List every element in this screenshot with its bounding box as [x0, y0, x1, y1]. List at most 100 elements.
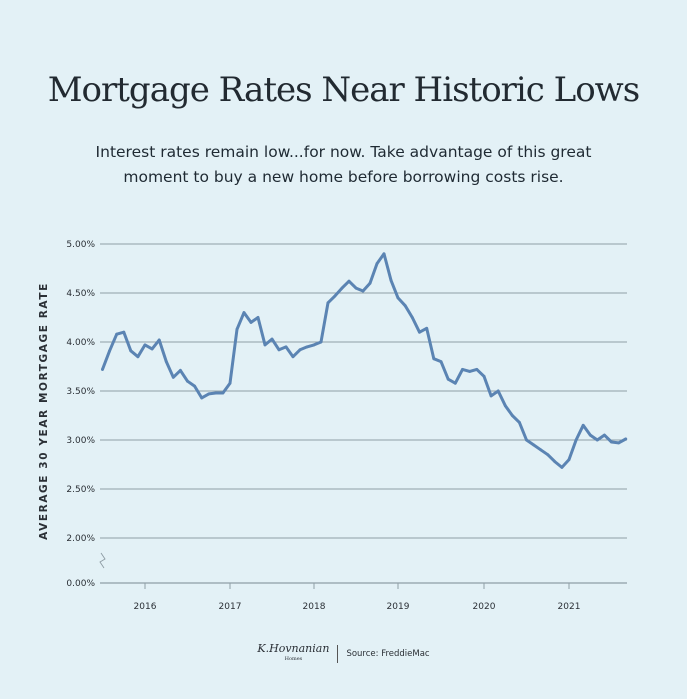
x-tick-label: 2017: [219, 602, 242, 612]
data-point: [389, 278, 393, 282]
y-tick-label: 4.00%: [66, 338, 95, 348]
data-point: [475, 368, 479, 371]
data-point: [403, 304, 407, 308]
y-tick-label: 4.50%: [66, 289, 95, 299]
data-point: [228, 381, 232, 385]
data-point: [298, 348, 302, 352]
subtitle-line-2: moment to buy a new home before borrowin…: [123, 168, 564, 186]
data-point: [171, 375, 175, 379]
data-point: [461, 368, 464, 371]
data-point: [560, 466, 564, 469]
data-point: [305, 345, 309, 349]
data-point: [567, 458, 571, 461]
data-point: [482, 374, 486, 378]
data-point: [270, 337, 274, 341]
data-point: [164, 360, 168, 363]
data-point: [468, 370, 472, 373]
data-point: [375, 262, 379, 265]
data-point: [235, 327, 239, 331]
data-point: [617, 441, 620, 445]
data-point: [595, 438, 599, 442]
data-point: [525, 438, 528, 442]
x-tick-label: 2018: [303, 602, 326, 612]
data-point: [368, 281, 372, 285]
data-point: [256, 316, 260, 319]
data-point: [546, 453, 550, 457]
data-point: [249, 321, 253, 324]
data-point: [284, 345, 288, 349]
data-point: [539, 448, 543, 452]
data-point: [179, 369, 182, 372]
data-point: [326, 301, 330, 305]
data-point: [496, 389, 500, 393]
subtitle-line-1: Interest rates remain low...for now. Tak…: [95, 143, 592, 161]
data-point: [277, 348, 281, 352]
data-point: [354, 286, 358, 290]
y-tick-label: 5.00%: [66, 240, 95, 250]
data-point: [439, 360, 443, 363]
logo-subtext: Homes: [284, 656, 303, 662]
data-point: [143, 343, 147, 347]
data-point: [503, 404, 507, 408]
data-point: [150, 347, 154, 351]
data-point: [122, 330, 126, 334]
data-point: [453, 381, 457, 385]
data-point: [446, 377, 450, 381]
chart-subtitle: Interest rates remain low...for now. Tak…: [60, 140, 627, 190]
data-point: [333, 294, 337, 298]
data-point: [382, 252, 386, 256]
data-point: [396, 296, 400, 300]
axis-break-mark: [99, 552, 106, 569]
y-tick-label: 2.00%: [66, 534, 95, 544]
data-point: [291, 355, 295, 359]
k-hovnanian-logo: K.Hovnanian Homes: [257, 642, 330, 664]
data-point: [432, 357, 436, 361]
data-point: [186, 379, 189, 383]
series-line: [101, 252, 628, 469]
chart-title: Mortgage Rates Near Historic Lows: [47, 70, 641, 110]
data-point: [136, 355, 140, 359]
data-point: [489, 394, 493, 398]
data-point: [361, 289, 365, 293]
data-point: [588, 433, 592, 437]
data-point: [263, 343, 267, 347]
data-point: [610, 440, 613, 444]
data-point: [581, 423, 585, 427]
data-point: [603, 433, 606, 437]
data-point: [410, 316, 414, 319]
x-tick-label: 2020: [473, 602, 496, 612]
data-point: [214, 391, 218, 395]
data-point: [347, 279, 351, 283]
tick-layer: 5.00% 4.50% 4.00% 3.50% 3.00% 2.50% 2.00% 0.00%…: [66, 240, 580, 612]
footer-divider: [337, 645, 339, 663]
data-point: [574, 438, 578, 442]
data-point: [312, 343, 316, 347]
data-point: [115, 332, 119, 336]
x-tick-label: 2021: [558, 602, 581, 612]
data-point: [157, 338, 161, 342]
data-point: [418, 330, 421, 334]
grid-layer: [100, 243, 627, 584]
data-point: [425, 326, 429, 330]
y-tick-label: 2.50%: [66, 485, 95, 495]
data-point: [624, 437, 628, 441]
data-point: [108, 349, 111, 353]
data-point: [207, 392, 211, 396]
x-tick-label: 2019: [387, 602, 410, 612]
data-point: [242, 311, 246, 314]
logo-text: K.Hovnanian: [257, 642, 330, 655]
data-point: [532, 443, 535, 447]
data-point: [553, 460, 557, 463]
source-credit: Source: FreddieMac: [346, 649, 430, 659]
data-point: [518, 421, 521, 424]
line-layer: [101, 252, 628, 469]
footer: K.Hovnanian Homes Source: FreddieMac: [0, 642, 687, 664]
y-tick-label: 3.00%: [66, 436, 95, 446]
data-point: [221, 391, 225, 395]
y-tick-label: 0.00%: [66, 579, 95, 589]
data-point: [193, 384, 197, 388]
data-point: [101, 368, 104, 371]
x-tick-label: 2016: [134, 602, 157, 612]
data-point: [200, 396, 204, 400]
